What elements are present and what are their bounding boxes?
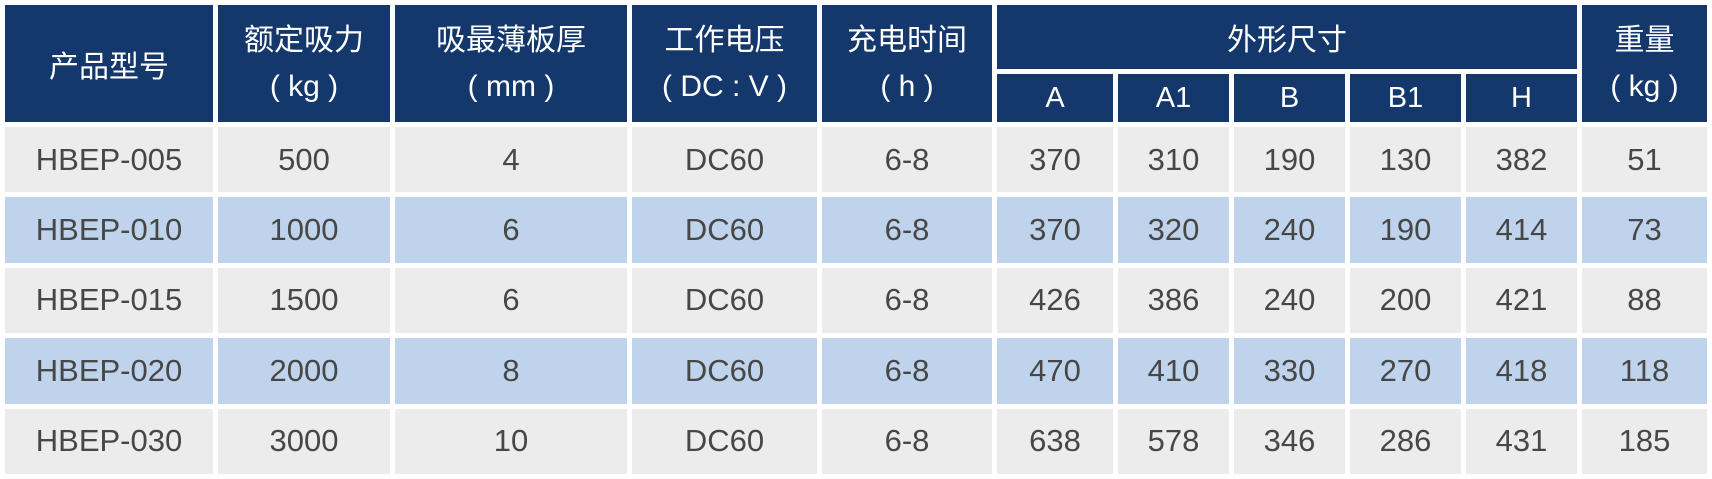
table-cell: 1500 bbox=[218, 267, 390, 334]
table-cell: DC60 bbox=[632, 408, 817, 474]
header-rated-force: 额定吸力 ( kg ) bbox=[218, 5, 390, 122]
table-row: HBEP-020 2000 8 DC60 6-8 470 410 330 270 418 118 bbox=[5, 338, 1707, 404]
table-cell: 310 bbox=[1118, 127, 1229, 193]
header-working-voltage-unit: ( DC : V ) bbox=[662, 69, 787, 103]
header-charge-time-unit: ( h ) bbox=[880, 69, 934, 103]
table-cell: 190 bbox=[1234, 127, 1345, 193]
header-weight: 重量 ( kg ) bbox=[1582, 5, 1707, 122]
header-charge-time: 充电时间 ( h ) bbox=[822, 5, 992, 122]
table-row: HBEP-010 1000 6 DC60 6-8 370 320 240 190 414 73 bbox=[5, 197, 1707, 263]
table-cell: 190 bbox=[1350, 197, 1461, 263]
table-cell: 270 bbox=[1350, 338, 1461, 404]
table-cell: DC60 bbox=[632, 267, 817, 334]
header-product-model: 产品型号 bbox=[5, 5, 213, 122]
header-dim-b1: B1 bbox=[1350, 74, 1461, 122]
table-cell: 346 bbox=[1234, 408, 1345, 474]
table-cell: 410 bbox=[1118, 338, 1229, 404]
header-dim-h: H bbox=[1466, 74, 1577, 122]
cell-product-model: HBEP-005 bbox=[5, 127, 213, 193]
table-cell: 286 bbox=[1350, 408, 1461, 474]
table-row: HBEP-015 1500 6 DC60 6-8 426 386 240 200 421 88 bbox=[5, 267, 1707, 334]
table-cell: DC60 bbox=[632, 338, 817, 404]
table-cell: 8 bbox=[395, 338, 627, 404]
header-weight-title: 重量 bbox=[1614, 23, 1675, 57]
table-cell: 4 bbox=[395, 127, 627, 193]
table-cell: 2000 bbox=[218, 338, 390, 404]
table-row: HBEP-005 500 4 DC60 6-8 370 310 190 130 382 51 bbox=[5, 127, 1707, 193]
table-cell: 382 bbox=[1466, 127, 1577, 193]
table-cell: 470 bbox=[997, 338, 1113, 404]
header-dim-b: B bbox=[1234, 74, 1345, 122]
table-row: HBEP-030 3000 10 DC60 6-8 638 578 346 286 431 185 bbox=[5, 408, 1707, 474]
cell-product-model: HBEP-020 bbox=[5, 338, 213, 404]
table-cell: 240 bbox=[1234, 267, 1345, 334]
table-cell: 88 bbox=[1582, 267, 1707, 334]
table-cell: 130 bbox=[1350, 127, 1461, 193]
table-cell: 386 bbox=[1118, 267, 1229, 334]
table-cell: 370 bbox=[997, 197, 1113, 263]
table-cell: 578 bbox=[1118, 408, 1229, 474]
table-cell: 421 bbox=[1466, 267, 1577, 334]
table-cell: 638 bbox=[997, 408, 1113, 474]
table-cell: 51 bbox=[1582, 127, 1707, 193]
table-cell: 73 bbox=[1582, 197, 1707, 263]
header-min-plate-thickness: 吸最薄板厚 ( mm ) bbox=[395, 5, 627, 122]
table-cell: 1000 bbox=[218, 197, 390, 263]
table-cell: 240 bbox=[1234, 197, 1345, 263]
table-cell: 6-8 bbox=[822, 197, 992, 263]
header-dim-a: A bbox=[997, 74, 1113, 122]
header-dim-a1: A1 bbox=[1118, 74, 1229, 122]
header-working-voltage-title: 工作电压 bbox=[664, 23, 785, 57]
cell-product-model: HBEP-015 bbox=[5, 267, 213, 334]
table-cell: 431 bbox=[1466, 408, 1577, 474]
table-cell: 10 bbox=[395, 408, 627, 474]
cell-product-model: HBEP-010 bbox=[5, 197, 213, 263]
table-cell: 185 bbox=[1582, 408, 1707, 474]
table-cell: 500 bbox=[218, 127, 390, 193]
table-cell: 6-8 bbox=[822, 408, 992, 474]
table-cell: 6 bbox=[395, 197, 627, 263]
table-cell: 6-8 bbox=[822, 338, 992, 404]
table-cell: DC60 bbox=[632, 197, 817, 263]
header-working-voltage: 工作电压 ( DC : V ) bbox=[632, 5, 817, 122]
table-cell: 200 bbox=[1350, 267, 1461, 334]
table-cell: 6 bbox=[395, 267, 627, 334]
table-cell: 418 bbox=[1466, 338, 1577, 404]
table-cell: 330 bbox=[1234, 338, 1345, 404]
header-dimensions: 外形尺寸 bbox=[997, 5, 1577, 69]
table-cell: 370 bbox=[997, 127, 1113, 193]
cell-product-model: HBEP-030 bbox=[5, 408, 213, 474]
header-weight-unit: ( kg ) bbox=[1610, 69, 1679, 103]
header-min-plate-thickness-title: 吸最薄板厚 bbox=[436, 23, 586, 57]
header-charge-time-title: 充电时间 bbox=[847, 23, 967, 57]
table-body: HBEP-005 500 4 DC60 6-8 370 310 190 130 382 51 HBEP… bbox=[5, 127, 1707, 474]
table-cell: 6-8 bbox=[822, 267, 992, 334]
table-cell: 118 bbox=[1582, 338, 1707, 404]
header-min-plate-thickness-unit: ( mm ) bbox=[467, 69, 555, 103]
table-cell: 320 bbox=[1118, 197, 1229, 263]
table-cell: 6-8 bbox=[822, 127, 992, 193]
header-rated-force-unit: ( kg ) bbox=[269, 69, 339, 103]
header-rated-force-title: 额定吸力 bbox=[244, 23, 364, 57]
table-cell: 426 bbox=[997, 267, 1113, 334]
table-cell: 414 bbox=[1466, 197, 1577, 263]
table-cell: DC60 bbox=[632, 127, 817, 193]
table-cell: 3000 bbox=[218, 408, 390, 474]
